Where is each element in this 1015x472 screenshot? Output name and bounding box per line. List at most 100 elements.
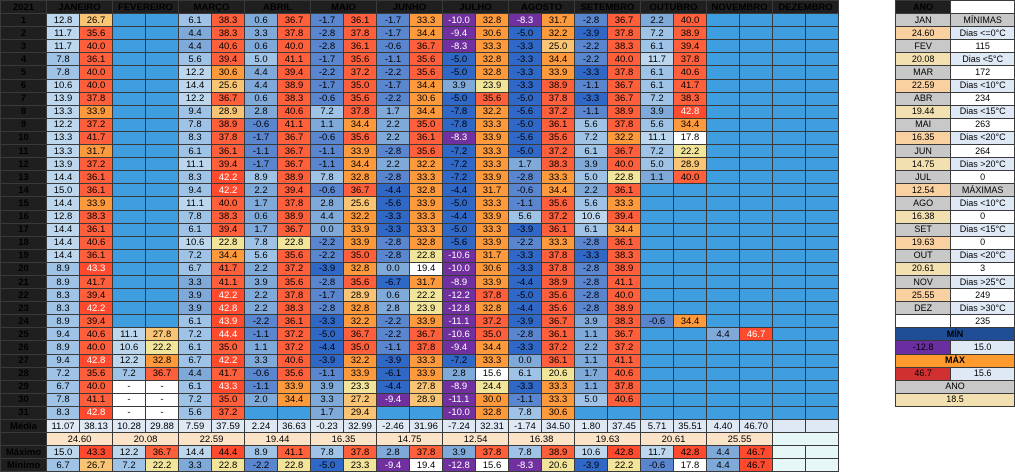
temperature-cell[interactable]: -1.7 [310, 288, 344, 303]
temperature-cell[interactable]: 34.4 [673, 117, 707, 132]
temperature-cell[interactable] [673, 222, 707, 237]
temperature-cell[interactable]: 3.9 [178, 288, 212, 303]
month-average[interactable]: 22.59 [894, 78, 952, 93]
temperature-cell[interactable]: 37.8 [673, 52, 707, 67]
temperature-cell[interactable] [706, 170, 740, 185]
temperature-cell[interactable]: -2.8 [376, 235, 410, 250]
temperature-cell[interactable]: 2.0 [244, 392, 278, 407]
temperature-cell[interactable] [739, 314, 773, 329]
temperature-cell[interactable]: 7.2 [310, 104, 344, 119]
month-average[interactable]: 20.61 [894, 261, 952, 276]
temperature-cell[interactable] [145, 78, 179, 93]
temperature-cell[interactable]: 35.6 [541, 301, 575, 316]
temperature-cell[interactable]: 38.9 [673, 26, 707, 41]
temperature-cell[interactable]: 1.7 [574, 366, 608, 381]
temperature-cell[interactable]: 38.9 [607, 301, 641, 316]
temperature-cell[interactable] [112, 130, 146, 146]
temperature-cell[interactable] [739, 78, 773, 93]
temperature-cell[interactable]: -5.0 [442, 52, 476, 67]
temperature-cell[interactable]: 37.2 [541, 209, 575, 224]
temperature-cell[interactable] [145, 157, 179, 172]
temperature-cell[interactable] [640, 379, 674, 394]
temperature-cell[interactable]: 41.7 [79, 130, 113, 146]
temperature-cell[interactable]: 37.2 [79, 117, 113, 132]
maximas-count[interactable]: 3 [950, 261, 1015, 276]
temperature-cell[interactable]: -12.8 [442, 301, 476, 316]
minimo-cell[interactable]: 26.7 [79, 458, 113, 472]
temperature-cell[interactable] [772, 261, 806, 276]
temperature-cell[interactable] [640, 340, 674, 355]
temperature-cell[interactable]: 33.9 [475, 274, 509, 290]
temperature-cell[interactable] [739, 117, 773, 132]
month-abbrev[interactable]: OUT [894, 248, 952, 263]
maximo-cell[interactable]: 46.7 [739, 445, 773, 460]
temperature-cell[interactable]: 38.3 [541, 157, 575, 172]
month-header[interactable]: ABRIL [244, 0, 311, 15]
temperature-cell[interactable]: -10.6 [442, 248, 476, 263]
temperature-cell[interactable]: 36.7 [409, 39, 443, 54]
temperature-cell[interactable] [706, 353, 740, 368]
day-number[interactable]: 14 [0, 183, 47, 198]
temperature-cell[interactable]: 8.9 [46, 314, 80, 329]
temperature-cell[interactable]: -4.4 [508, 274, 542, 290]
temperature-cell[interactable] [805, 130, 839, 146]
temperature-cell[interactable] [739, 104, 773, 119]
temperature-cell[interactable] [574, 405, 608, 421]
temperature-cell[interactable]: -3.3 [508, 248, 542, 263]
month-abbrev[interactable]: DEZ [894, 301, 952, 316]
temperature-cell[interactable]: 27.8 [409, 379, 443, 394]
temperature-cell[interactable]: 8.3 [178, 170, 212, 185]
temperature-cell[interactable]: 37.8 [343, 26, 377, 41]
temperature-cell[interactable]: 36.1 [607, 183, 641, 198]
temperature-cell[interactable]: -1.7 [310, 52, 344, 67]
temperature-cell[interactable]: 40.0 [79, 379, 113, 394]
temperature-cell[interactable]: 13.9 [46, 157, 80, 172]
maximas-count[interactable]: 0 [950, 209, 1015, 224]
minimas-criteria[interactable]: Dias >20°C [950, 157, 1015, 172]
temperature-cell[interactable] [640, 248, 674, 263]
temperature-cell[interactable]: -5.0 [442, 91, 476, 106]
temperature-cell[interactable] [805, 366, 839, 381]
temperature-cell[interactable]: 11.7 [640, 52, 674, 67]
temperature-cell[interactable]: -2.8 [310, 39, 344, 54]
temperature-cell[interactable] [640, 405, 674, 421]
temperature-cell[interactable]: 36.1 [541, 222, 575, 237]
temperature-cell[interactable] [145, 301, 179, 316]
max-value[interactable]: 46.7 [894, 366, 952, 381]
temperature-cell[interactable]: -2.2 [574, 39, 608, 54]
temperature-cell[interactable]: -1.7 [376, 26, 410, 41]
temperature-cell[interactable]: 36.7 [607, 91, 641, 106]
temperature-cell[interactable]: 32.8 [475, 65, 509, 80]
temperature-cell[interactable]: 36.1 [409, 130, 443, 146]
temperature-cell[interactable]: 17.8 [673, 130, 707, 146]
temperature-cell[interactable]: -0.6 [376, 39, 410, 54]
day-number[interactable]: 6 [0, 78, 47, 93]
minimo-cell[interactable]: 22.2 [145, 458, 179, 472]
temperature-cell[interactable]: 12.2 [178, 91, 212, 106]
temperature-cell[interactable]: -1.7 [244, 157, 278, 172]
day-number[interactable]: 11 [0, 144, 47, 159]
temperature-cell[interactable]: 36.1 [541, 117, 575, 132]
temperature-cell[interactable]: 37.2 [277, 261, 311, 276]
temperature-cell[interactable]: 40.6 [277, 353, 311, 368]
temperature-cell[interactable]: 31.7 [541, 13, 575, 28]
temperature-cell[interactable]: 2.2 [244, 183, 278, 198]
temperature-cell[interactable]: 4.4 [706, 327, 740, 342]
temperature-cell[interactable]: 6.1 [178, 13, 212, 28]
temperature-cell[interactable]: 37.2 [541, 144, 575, 159]
temperature-cell[interactable]: -1.1 [508, 392, 542, 407]
temperature-cell[interactable]: 33.9 [475, 209, 509, 224]
temperature-cell[interactable] [805, 222, 839, 237]
temperature-cell[interactable] [706, 130, 740, 146]
temperature-cell[interactable] [805, 379, 839, 394]
media-cell[interactable] [772, 418, 806, 434]
temperature-cell[interactable]: 31.7 [475, 183, 509, 198]
maximo-cell[interactable] [772, 445, 806, 460]
temperature-cell[interactable] [805, 170, 839, 185]
temperature-cell[interactable]: 38.3 [211, 13, 245, 28]
temperature-cell[interactable]: -11.1 [442, 392, 476, 407]
temperature-cell[interactable]: 33.9 [409, 366, 443, 381]
temperature-cell[interactable]: 44.4 [211, 327, 245, 342]
temperature-cell[interactable] [145, 13, 179, 28]
temperature-cell[interactable]: 2.2 [640, 13, 674, 28]
